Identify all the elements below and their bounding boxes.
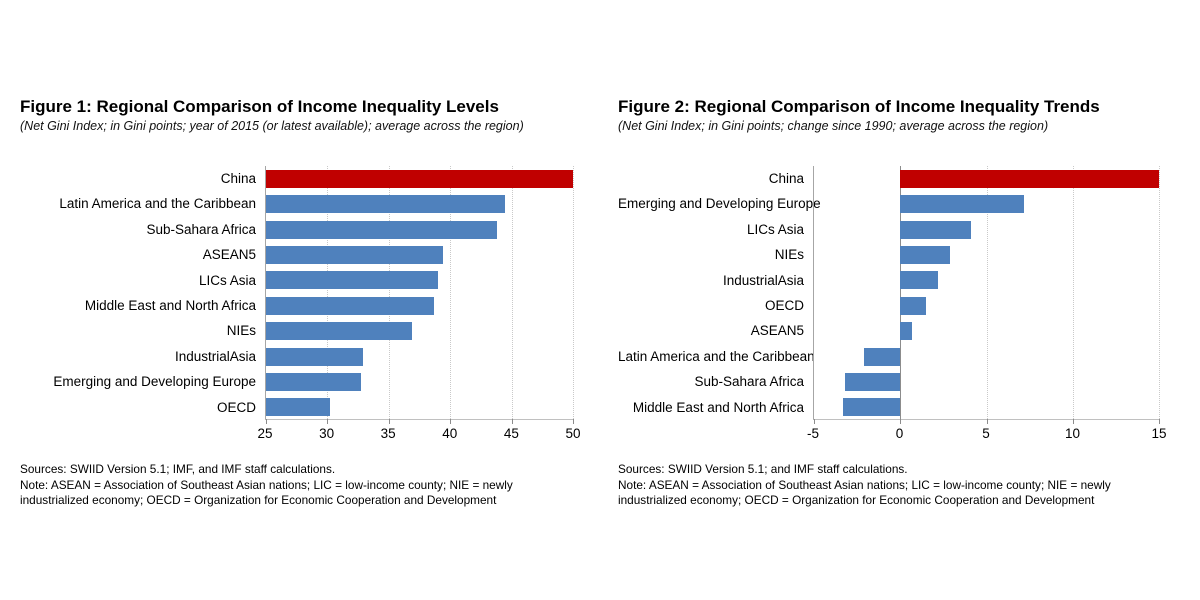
category-label: Emerging and Developing Europe [618, 196, 821, 212]
axis-tick [511, 419, 513, 424]
category-label: Sub-Sahara Africa [694, 374, 804, 390]
gridline [450, 166, 452, 419]
category-label: LICs Asia [198, 272, 256, 288]
bar-china [900, 169, 1159, 188]
bar-lics-asia [266, 271, 438, 290]
bar-industrialasia [266, 347, 363, 366]
figure-1-subtitle: (Net Gini Index; in Gini points; year of… [20, 119, 524, 133]
figure-1: Figure 1: Regional Comparison of Income … [20, 96, 582, 509]
axis-tick [900, 419, 902, 424]
axis-tick [573, 419, 574, 424]
axis-tick-label: 10 [1064, 426, 1081, 441]
figure-1-chart: China Latin America and the Caribbean Sub-… [20, 166, 582, 444]
bar-emerging-and-developing-europe [900, 195, 1025, 214]
figure-1-source: Sources: SWIID Version 5.1; IMF, and IMF… [20, 462, 336, 476]
category-label: ASEAN5 [202, 247, 256, 263]
category-label: Emerging and Developing Europe [53, 374, 256, 390]
plot-area [813, 166, 1160, 424]
category-label: IndustrialAsia [174, 348, 256, 364]
axis-tick [450, 419, 452, 424]
category-label: Latin America and the Caribbean [618, 348, 815, 364]
axis-tick [1159, 419, 1160, 424]
plot-wrap: 25 30 35 40 45 50 [257, 166, 581, 444]
axis-tick-label: 45 [503, 426, 519, 441]
bar-nies [900, 245, 951, 264]
category-label: OECD [216, 399, 256, 415]
figure-1-notes: Sources: SWIID Version 5.1; IMF, and IMF… [20, 462, 582, 509]
bar-latin-america-and-the-caribbean [864, 347, 901, 366]
category-label: Middle East and North Africa [632, 399, 804, 415]
axis-tick-label: 30 [319, 426, 335, 441]
plot-wrap: -5 0 5 10 15 [807, 166, 1167, 444]
category-label: China [768, 171, 804, 186]
gridline [573, 166, 574, 419]
category-label: NIEs [774, 247, 804, 263]
x-axis: -5 0 5 10 15 [807, 420, 1167, 444]
axis-tick-label: 5 [982, 426, 990, 441]
gridline [388, 166, 390, 419]
axis-tick-label: 50 [565, 426, 581, 441]
figure-2-source: Sources: SWIID Version 5.1; and IMF staf… [618, 462, 908, 476]
category-labels: China Emerging and Developing Europe LICs … [618, 166, 821, 444]
axis-tick [327, 419, 329, 424]
axis-tick-label: -5 [806, 426, 820, 441]
x-axis: 25 30 35 40 45 50 [257, 420, 580, 444]
axis-tick [388, 419, 390, 424]
axis-tick-label: 0 [895, 426, 904, 441]
figure-2-chart: China Emerging and Developing Europe LICs … [618, 166, 1182, 444]
figure-2-note: Note: ASEAN = Association of Southeast A… [618, 477, 1111, 508]
category-label: NIEs [226, 323, 256, 339]
axis-tick-label: 25 [257, 426, 273, 441]
bar-nies [266, 322, 413, 341]
category-label: ASEAN5 [750, 323, 804, 339]
gridline [511, 166, 513, 419]
bar-oecd [266, 398, 330, 417]
category-label: IndustrialAsia [722, 272, 804, 288]
figure-1-title: Figure 1: Regional Comparison of Income … [20, 97, 499, 116]
gridline [986, 166, 988, 419]
figure-2-notes: Sources: SWIID Version 5.1; and IMF staf… [618, 462, 1182, 509]
category-label: Middle East and North Africa [84, 297, 256, 313]
figure-2-title: Figure 2: Regional Comparison of Income … [618, 97, 1100, 116]
bar-lics-asia [900, 220, 971, 239]
bar-industrialasia [900, 271, 939, 290]
gridline [1159, 166, 1160, 419]
category-label: LICs Asia [746, 221, 804, 237]
axis-tick [814, 419, 815, 424]
figure-1-note: Note: ASEAN = Association of Southeast A… [20, 477, 513, 508]
bar-emerging-and-developing-europe [266, 372, 361, 391]
category-label: Sub-Sahara Africa [146, 221, 256, 237]
bar-asean5 [266, 245, 443, 264]
axis-tick [986, 419, 988, 424]
category-label: China [220, 171, 256, 186]
bar-sub-sahara-africa [845, 372, 901, 391]
bar-middle-east-and-north-africa [266, 296, 435, 315]
bar-sub-sahara-africa [266, 220, 497, 239]
bar-latin-america-and-the-caribbean [266, 195, 506, 214]
bar-asean5 [900, 322, 913, 341]
category-labels: China Latin America and the Caribbean Sub-… [20, 166, 265, 444]
bar-oecd [900, 296, 927, 315]
bar-china [266, 169, 573, 188]
plot-area [265, 166, 574, 424]
axis-tick-label: 15 [1151, 426, 1167, 441]
axis-tick [1072, 419, 1074, 424]
axis-tick-label: 35 [380, 426, 396, 441]
figure-2-subtitle: (Net Gini Index; in Gini points; change … [618, 119, 1049, 133]
gridline [327, 166, 329, 419]
gridline [1072, 166, 1074, 419]
axis-tick-label: 40 [442, 426, 458, 441]
figure-2: Figure 2: Regional Comparison of Income … [618, 96, 1182, 509]
bar-middle-east-and-north-africa [843, 398, 901, 417]
zero-line [900, 166, 902, 419]
axis-tick [266, 419, 267, 424]
category-label: Latin America and the Caribbean [59, 196, 256, 212]
category-label: OECD [764, 297, 804, 313]
